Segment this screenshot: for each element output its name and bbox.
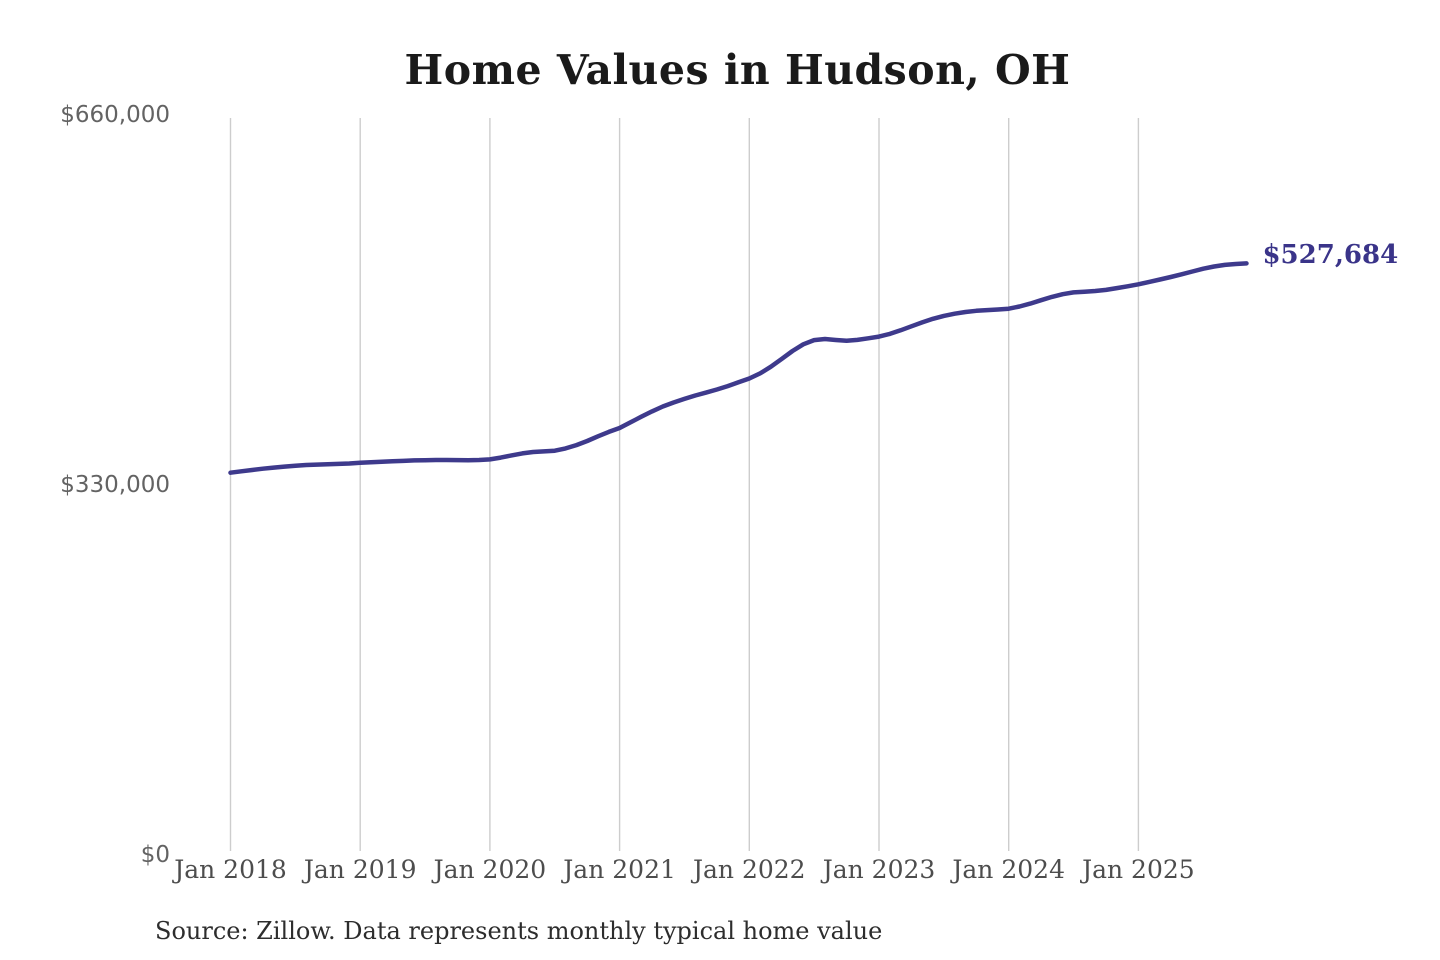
- x-tick-label: Jan 2021: [563, 855, 676, 884]
- gridlines: [229, 118, 1140, 851]
- y-tick-label: $330,000: [60, 472, 170, 498]
- trend-line: [228, 261, 1249, 475]
- x-tick-label: Jan 2023: [822, 855, 936, 884]
- source-note: Source: Zillow. Data represents monthly …: [155, 917, 883, 945]
- y-tick-label: $0: [140, 842, 170, 868]
- chart-title: Home Values in Hudson, OH: [404, 46, 1071, 94]
- x-tick-label: Jan 2022: [692, 855, 806, 884]
- y-tick-label: $660,000: [60, 102, 170, 128]
- x-tick-label: Jan 2018: [174, 855, 287, 884]
- x-tick-label: Jan 2024: [952, 855, 1065, 884]
- x-tick-label: Jan 2025: [1082, 855, 1195, 884]
- x-tick-label: Jan 2020: [433, 855, 547, 884]
- x-tick-label: Jan 2019: [303, 855, 417, 884]
- latest-value-label: $527,684: [1262, 240, 1399, 271]
